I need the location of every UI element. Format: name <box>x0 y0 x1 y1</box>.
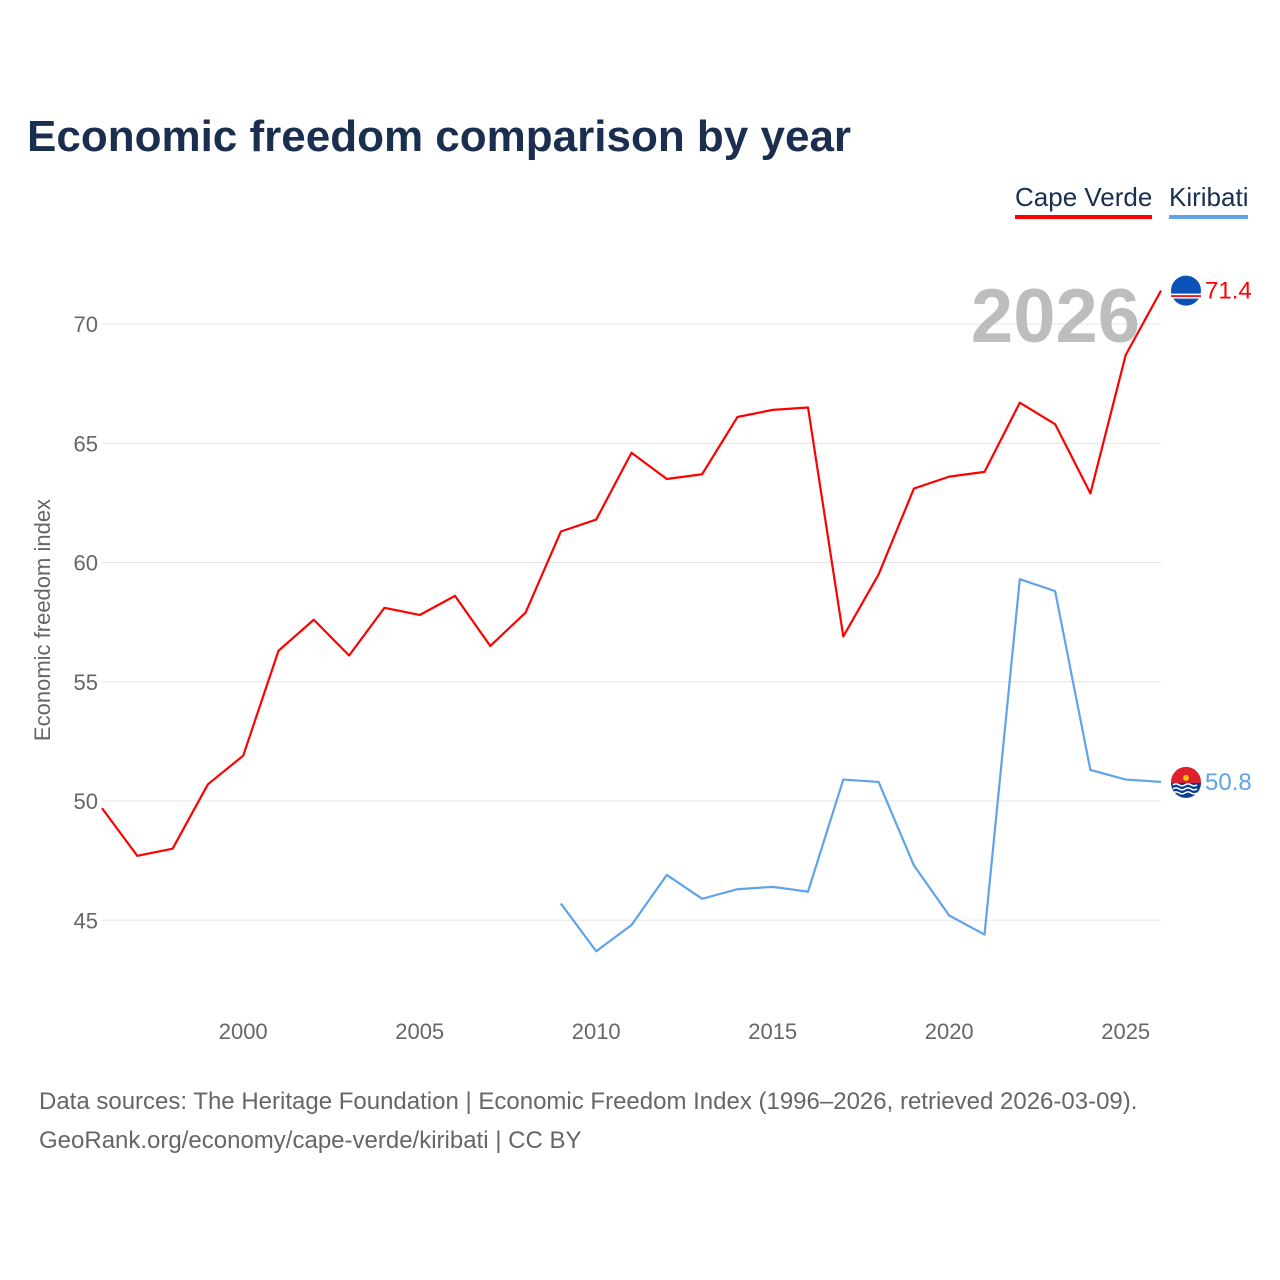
legend-kiribati[interactable]: Kiribati <box>1169 182 1249 219</box>
cape-verde-flag-icon <box>1171 275 1201 306</box>
end-value-label: 50.8 <box>1205 769 1252 796</box>
series-line-kiribati[interactable] <box>560 578 1162 953</box>
x-tick-label: 2005 <box>395 1019 444 1044</box>
chart-title: Economic freedom comparison by year <box>27 112 852 161</box>
y-tick-label: 55 <box>74 670 98 695</box>
y-tick-label: 70 <box>74 312 98 337</box>
year-watermark: 2026 <box>971 274 1140 359</box>
source-line-2[interactable]: GeoRank.org/economy/cape-verde/kiribati … <box>39 1127 582 1154</box>
end-value-label: 71.4 <box>1205 278 1252 305</box>
series-line-cape-verde[interactable] <box>101 290 1162 857</box>
y-tick-label: 65 <box>74 431 98 456</box>
x-tick-label: 2020 <box>925 1019 974 1044</box>
x-tick-label: 2000 <box>219 1019 268 1044</box>
kiribati-flag-icon <box>1171 766 1201 798</box>
x-tick-label: 2025 <box>1101 1019 1150 1044</box>
y-tick-label: 60 <box>74 551 98 576</box>
x-tick-label: 2010 <box>572 1019 621 1044</box>
line-chart: 45 50 55 60 65 70 2000 2005 2010 2015 2020 2025 202… <box>30 274 1252 1044</box>
source-line-1: Data sources: The Heritage Foundation | … <box>39 1088 1138 1115</box>
y-tick-label: 45 <box>74 908 98 933</box>
y-axis-label: Economic freedom index <box>30 499 55 741</box>
x-tick-label: 2015 <box>748 1019 797 1044</box>
y-tick-label: 50 <box>74 789 98 814</box>
legend-cape-verde[interactable]: Cape Verde <box>1015 182 1153 219</box>
